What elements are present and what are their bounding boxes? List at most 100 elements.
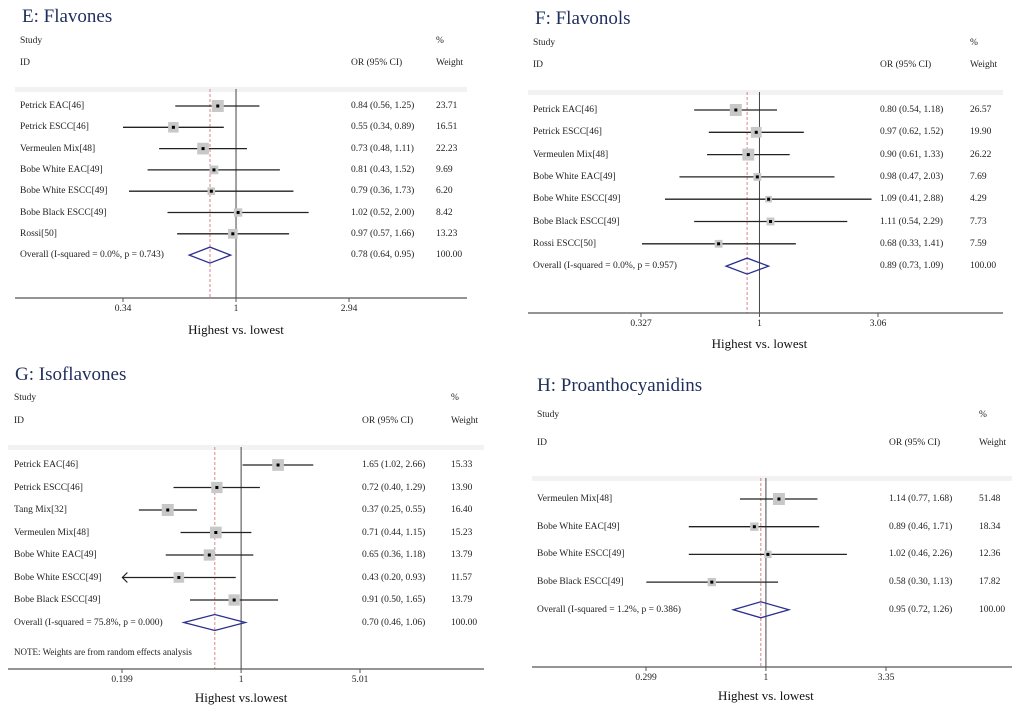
study-or-ci: 0.37 (0.25, 0.55): [362, 505, 426, 515]
header-separator: [8, 445, 484, 450]
truncation-arrow: [121, 572, 128, 583]
x-tick-label: 0.34: [114, 304, 132, 314]
study-label: Vermeulen Mix[48]: [14, 527, 90, 538]
study-weight: 12.36: [979, 549, 1001, 560]
study-label: Petrick EAC[46]: [533, 105, 598, 115]
overall-or-ci: 0.78 (0.64, 0.95): [351, 250, 415, 261]
point-estimate: [231, 232, 235, 236]
point-estimate: [212, 168, 216, 172]
overall-or-ci: 0.89 (0.73, 1.09): [880, 261, 944, 272]
point-estimate: [766, 552, 770, 556]
study-or-ci: 0.91 (0.50, 1.65): [362, 595, 426, 605]
study-label: Rossi ESCC[50]: [533, 238, 597, 249]
header-separator: [15, 87, 467, 92]
study-label: Bobe White EAC[49]: [14, 550, 97, 560]
x-tick-label: 2.94: [340, 304, 358, 314]
point-estimate: [752, 525, 756, 529]
study-weight: 16.51: [436, 122, 458, 133]
overall-weight: 100.00: [970, 261, 997, 272]
header-weight: Weight: [970, 60, 998, 70]
x-tick-label: 1: [238, 675, 244, 685]
panel-title: G: Isoflavones: [15, 364, 127, 385]
x-tick-label: 3.06: [869, 319, 887, 329]
header-percent: %: [970, 38, 978, 48]
header-study: Study: [537, 410, 560, 420]
x-tick-label: 3.35: [877, 673, 895, 683]
study-label: Petrick EAC[46]: [20, 101, 85, 111]
study-label: Bobe White ESCC[49]: [537, 549, 625, 560]
study-label: Tang Mix[32]: [14, 505, 67, 515]
point-estimate: [214, 531, 218, 534]
study-weight: 26.57: [970, 105, 992, 115]
study-label: Rossi[50]: [20, 228, 57, 239]
study-weight: 13.79: [451, 595, 473, 605]
point-estimate: [769, 220, 773, 223]
header-id: ID: [14, 416, 25, 426]
study-label: Bobe Black ESCC[49]: [537, 577, 624, 588]
x-tick-label: 1: [757, 319, 762, 329]
study-or-ci: 0.89 (0.46, 1.71): [889, 521, 953, 532]
study-or-ci: 0.79 (0.36, 1.73): [351, 186, 415, 197]
study-weight: 9.69: [436, 164, 453, 175]
header-percent: %: [451, 393, 459, 403]
study-label: Petrick ESCC[46]: [20, 122, 89, 133]
point-estimate: [767, 197, 771, 201]
study-weight: 19.90: [970, 127, 992, 138]
study-weight: 13.23: [436, 228, 458, 239]
overall-label: Overall (I-squared = 75.8%, p = 0.000): [14, 617, 163, 628]
overall-diamond: [181, 613, 248, 632]
point-estimate: [215, 486, 219, 489]
study-label: Vermeulen Mix[48]: [537, 494, 613, 504]
point-estimate: [717, 242, 721, 246]
study-or-ci: 0.73 (0.48, 1.11): [351, 143, 414, 154]
study-label: Bobe Black ESCC[49]: [533, 216, 620, 227]
header-or-ci: OR (95% CI): [362, 416, 414, 426]
study-label: Bobe White ESCC[49]: [533, 194, 621, 205]
study-weight: 13.90: [451, 482, 473, 493]
study-weight: 11.57: [451, 572, 473, 583]
x-tick-label: 0.299: [635, 673, 657, 683]
point-estimate: [216, 104, 220, 108]
overall-weight: 100.00: [451, 617, 478, 628]
overall-weight: 100.00: [436, 250, 463, 261]
x-tick-label: 1: [233, 304, 239, 314]
header-study: Study: [20, 36, 43, 46]
overall-label: Overall (I-squared = 1.2%, p = 0.386): [537, 604, 681, 615]
study-or-ci: 0.84 (0.56, 1.25): [351, 101, 415, 111]
overall-label: Overall (I-squared = 0.0%, p = 0.743): [20, 250, 164, 261]
header-percent: %: [979, 410, 987, 420]
study-or-ci: 0.43 (0.20, 0.93): [362, 572, 426, 583]
overall-diamond: [187, 246, 233, 264]
study-or-ci: 1.09 (0.41, 2.88): [880, 194, 944, 205]
study-or-ci: 0.68 (0.33, 1.41): [880, 238, 944, 249]
overall-label: Overall (I-squared = 0.0%, p = 0.957): [533, 261, 677, 272]
panel-title: H: Proanthocyanidins: [537, 375, 703, 396]
study-or-ci: 0.72 (0.40, 1.29): [362, 482, 426, 493]
study-or-ci: 1.14 (0.77, 1.68): [889, 494, 953, 504]
panel-title: E: Flavones: [22, 6, 113, 27]
study-weight: 15.33: [451, 460, 473, 470]
study-or-ci: 0.81 (0.43, 1.52): [351, 164, 415, 175]
point-estimate: [777, 497, 781, 501]
study-weight: 7.69: [970, 171, 987, 182]
study-or-ci: 1.02 (0.46, 2.26): [889, 549, 953, 560]
overall-or-ci: 0.70 (0.46, 1.06): [362, 617, 426, 628]
study-or-ci: 1.02 (0.52, 2.00): [351, 207, 415, 218]
x-axis-label: Highest vs. lowest: [711, 336, 808, 351]
x-tick-label: 5.01: [351, 675, 369, 685]
x-axis-label: Highest vs. lowest: [718, 688, 814, 703]
point-estimate: [177, 576, 181, 579]
study-or-ci: 0.58 (0.30, 1.13): [889, 577, 953, 588]
header-or-ci: OR (95% CI): [889, 438, 941, 448]
study-label: Bobe Black ESCC[49]: [20, 207, 107, 218]
header-id: ID: [537, 438, 548, 448]
study-weight: 51.48: [979, 494, 1001, 504]
header-or-ci: OR (95% CI): [880, 60, 932, 70]
study-weight: 18.34: [979, 521, 1001, 532]
header-id: ID: [20, 58, 31, 68]
overall-diamond: [730, 601, 792, 619]
point-estimate: [166, 508, 170, 512]
